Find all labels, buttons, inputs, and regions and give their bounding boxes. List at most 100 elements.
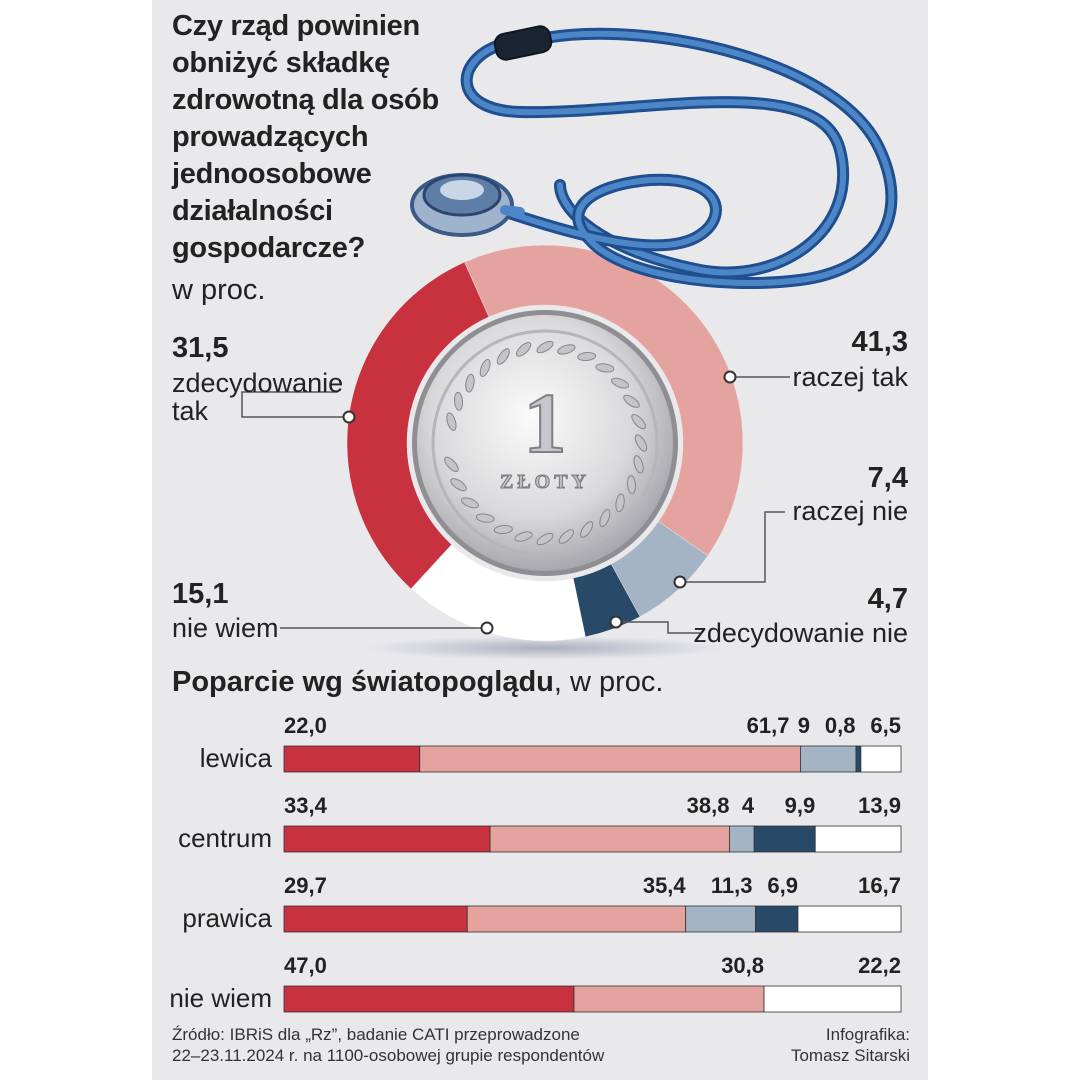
wreath-leaf [599, 509, 611, 528]
bar-segment-prawica-raczej-tak [466, 905, 687, 933]
wreath-leaf [475, 513, 495, 523]
wreath-leaf [536, 532, 554, 546]
bar-row-label-lewica: lewica [199, 743, 272, 773]
bar-row-label-prawica: prawica [182, 903, 272, 933]
bar-segment-centrum-raczej-tak [489, 825, 730, 853]
bar-value-prawica-nie-wiem: 16,7 [858, 873, 901, 898]
bar-segment-centrum-zdecydowanie-nie [753, 825, 816, 853]
bar-value-nie-wiem-raczej-tak: 30,8 [721, 953, 765, 978]
credit-line-1: Infografika: [825, 1025, 910, 1044]
wreath-leaf [453, 391, 464, 411]
label-zdecydowanie-tak-line1: zdecydowanie [172, 368, 344, 398]
wreath-leaf [558, 529, 574, 544]
leader-dots [342, 370, 737, 635]
dot-zdecydowanie-nie [609, 615, 623, 629]
wreath-leaf [536, 340, 554, 354]
source-note: Źródło: IBRiS dla „Rz”, badanie CATI prz… [172, 1024, 604, 1066]
wreath-leaf [514, 531, 533, 542]
value-nie-wiem: 15,1 [172, 578, 229, 610]
bar-segment-prawica-raczej-nie [685, 905, 756, 933]
bar-segment-prawica-nie-wiem [797, 905, 902, 933]
source-line-2: 22–23.11.2024 r. na 1100-osobowej grupie… [172, 1046, 605, 1065]
chart-title: Czy rząd powinien obniżyć składkę zdrowo… [172, 10, 439, 264]
bar-value-prawica-zdecydowanie-nie: 6,9 [767, 873, 798, 898]
wreath-leaf [611, 377, 630, 389]
coin-illustration: 1 ZŁOTY [412, 310, 678, 576]
bar-value-nie-wiem-zdecydowanie-tak: 47,0 [284, 953, 327, 978]
source-line-1: Źródło: IBRiS dla „Rz”, badanie CATI prz… [172, 1025, 580, 1044]
bar-chart-unit: , w proc. [553, 666, 664, 698]
label-raczej-tak: raczej tak [792, 362, 908, 392]
bar-value-centrum-zdecydowanie-nie: 9,9 [784, 793, 816, 818]
wreath-leaf [444, 456, 459, 472]
wreath-leaf [465, 373, 475, 393]
credit-line-2: Tomasz Sitarski [790, 1046, 910, 1065]
dot-raczej-nie [673, 575, 687, 589]
bar-value-centrum-raczej-nie: 4 [741, 793, 755, 818]
label-nie-wiem: nie wiem [172, 613, 279, 643]
value-raczej-nie: 7,4 [867, 462, 908, 494]
wreath-leaf [634, 434, 648, 452]
wreath-leaf [496, 348, 510, 365]
bar-value-prawica-raczej-nie: 11,3 [710, 873, 753, 898]
label-raczej-nie: raczej nie [792, 496, 908, 526]
bar-row-label-centrum: centrum [178, 823, 272, 853]
bar-segment-prawica-zdecydowanie-nie [754, 905, 799, 933]
bar-segment-lewica-raczej-nie [800, 745, 857, 773]
wreath-leaf [446, 412, 457, 431]
wreath-leaf [626, 475, 637, 495]
label-zdecydowanie-tak-line2: tak [172, 396, 209, 426]
dot-raczej-tak [723, 370, 737, 384]
bar-value-centrum-zdecydowanie-tak: 33,4 [284, 793, 327, 818]
bar-value-lewica-raczej-nie: 9 [797, 713, 810, 738]
bar-segment-prawica-zdecydowanie-tak [283, 905, 468, 933]
bar-value-prawica-zdecydowanie-tak: 29,7 [284, 873, 327, 898]
bar-segment-nie-wiem-zdecydowanie-tak [283, 985, 575, 1013]
bar-value-nie-wiem-nie-wiem: 22,2 [858, 953, 901, 978]
chart-unit: w proc. [172, 274, 266, 306]
value-zdecydowanie-nie: 4,7 [867, 583, 908, 615]
bar-chart-subtitle: Poparcie wg światopoglądu, w proc. [172, 664, 663, 700]
dot-zdecydowanie-tak [342, 410, 356, 424]
bar-segment-nie-wiem-nie-wiem [763, 985, 902, 1013]
bar-value-centrum-raczej-tak: 38,8 [686, 793, 730, 818]
wreath-leaf [479, 358, 491, 377]
wreath-leaf [460, 497, 479, 509]
credit-note: Infografika: Tomasz Sitarski [791, 1024, 910, 1066]
wreath-leaf [493, 524, 513, 535]
label-zdecydowanie-nie: zdecydowanie nie [693, 618, 908, 648]
bar-segment-centrum-zdecydowanie-tak [283, 825, 491, 853]
wreath-leaf [623, 394, 640, 408]
donut-shadow [365, 636, 725, 660]
bar-segment-centrum-nie-wiem [814, 825, 902, 853]
dot-nie-wiem [480, 621, 494, 635]
leader-lines [241, 376, 790, 634]
bar-value-lewica-zdecydowanie-tak: 22,0 [284, 713, 327, 738]
wreath-leaf [577, 351, 597, 362]
wreath-leaf [615, 493, 625, 513]
value-zdecydowanie-tak: 31,5 [172, 332, 229, 364]
stacked-bar-chart [283, 745, 902, 1013]
value-raczej-tak: 41,3 [851, 326, 908, 358]
bar-segment-lewica-zdecydowanie-tak [283, 745, 421, 773]
bar-row-label-nie-wiem: nie wiem [169, 983, 272, 1013]
wreath-leaf [580, 521, 594, 538]
bar-chart-title: Poparcie wg światopoglądu [172, 666, 554, 698]
coin-text: ZŁOTY [500, 471, 590, 493]
bar-value-lewica-zdecydowanie-nie: 0,8 [824, 713, 856, 738]
bar-value-prawica-raczej-tak: 35,4 [642, 873, 686, 898]
coin-denomination: 1 [524, 375, 567, 471]
wreath-leaf [631, 414, 646, 430]
bar-segment-lewica-nie-wiem [860, 745, 902, 773]
wreath-leaf [595, 363, 615, 373]
wreath-leaf [450, 478, 467, 492]
bar-segment-nie-wiem-raczej-tak [573, 985, 765, 1013]
donut-slice-zdecydowanie-tak [346, 261, 490, 590]
wreath-ornament [444, 340, 648, 546]
stethoscope-illustration [410, 25, 898, 290]
bar-value-centrum-nie-wiem: 13,9 [858, 793, 901, 818]
wreath-leaf [516, 342, 532, 357]
wreath-leaf [557, 344, 576, 355]
bar-segment-lewica-raczej-tak [419, 745, 801, 773]
